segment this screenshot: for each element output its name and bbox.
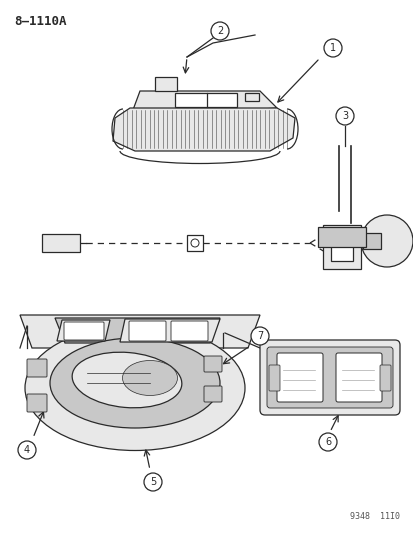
FancyBboxPatch shape xyxy=(268,365,279,391)
Text: 5: 5 xyxy=(150,477,156,487)
FancyBboxPatch shape xyxy=(42,234,80,252)
FancyBboxPatch shape xyxy=(244,93,259,101)
Ellipse shape xyxy=(122,360,177,395)
Circle shape xyxy=(18,441,36,459)
FancyBboxPatch shape xyxy=(27,394,47,412)
Ellipse shape xyxy=(72,352,181,408)
Circle shape xyxy=(360,215,412,267)
FancyBboxPatch shape xyxy=(171,321,207,341)
Polygon shape xyxy=(113,108,294,151)
Text: 2: 2 xyxy=(216,26,223,36)
Polygon shape xyxy=(55,318,219,343)
Circle shape xyxy=(190,239,199,247)
Text: 8–1110A: 8–1110A xyxy=(14,15,66,28)
FancyBboxPatch shape xyxy=(259,340,399,415)
Polygon shape xyxy=(20,315,259,348)
Circle shape xyxy=(144,473,161,491)
Text: 6: 6 xyxy=(324,437,330,447)
Circle shape xyxy=(318,433,336,451)
Ellipse shape xyxy=(50,338,219,428)
Ellipse shape xyxy=(25,326,244,450)
FancyBboxPatch shape xyxy=(204,386,221,402)
Polygon shape xyxy=(120,319,219,342)
Circle shape xyxy=(250,327,268,345)
FancyBboxPatch shape xyxy=(27,359,47,377)
FancyBboxPatch shape xyxy=(129,321,166,341)
FancyBboxPatch shape xyxy=(379,365,390,391)
FancyBboxPatch shape xyxy=(64,322,104,340)
FancyBboxPatch shape xyxy=(266,347,392,408)
Circle shape xyxy=(323,39,341,57)
Text: 7: 7 xyxy=(256,331,263,341)
FancyBboxPatch shape xyxy=(204,356,221,372)
Circle shape xyxy=(211,22,228,40)
Circle shape xyxy=(335,107,353,125)
FancyBboxPatch shape xyxy=(330,233,352,261)
Text: 1: 1 xyxy=(329,43,335,53)
FancyBboxPatch shape xyxy=(362,233,380,249)
FancyBboxPatch shape xyxy=(187,235,202,251)
Text: 9348  11I0: 9348 11I0 xyxy=(349,512,399,521)
FancyBboxPatch shape xyxy=(317,227,365,247)
Text: 4: 4 xyxy=(24,445,30,455)
Polygon shape xyxy=(130,91,276,118)
FancyBboxPatch shape xyxy=(322,225,360,269)
Polygon shape xyxy=(57,320,110,341)
Text: 3: 3 xyxy=(341,111,347,121)
FancyBboxPatch shape xyxy=(175,93,236,107)
FancyBboxPatch shape xyxy=(276,353,322,402)
FancyBboxPatch shape xyxy=(154,77,177,91)
FancyBboxPatch shape xyxy=(335,353,381,402)
